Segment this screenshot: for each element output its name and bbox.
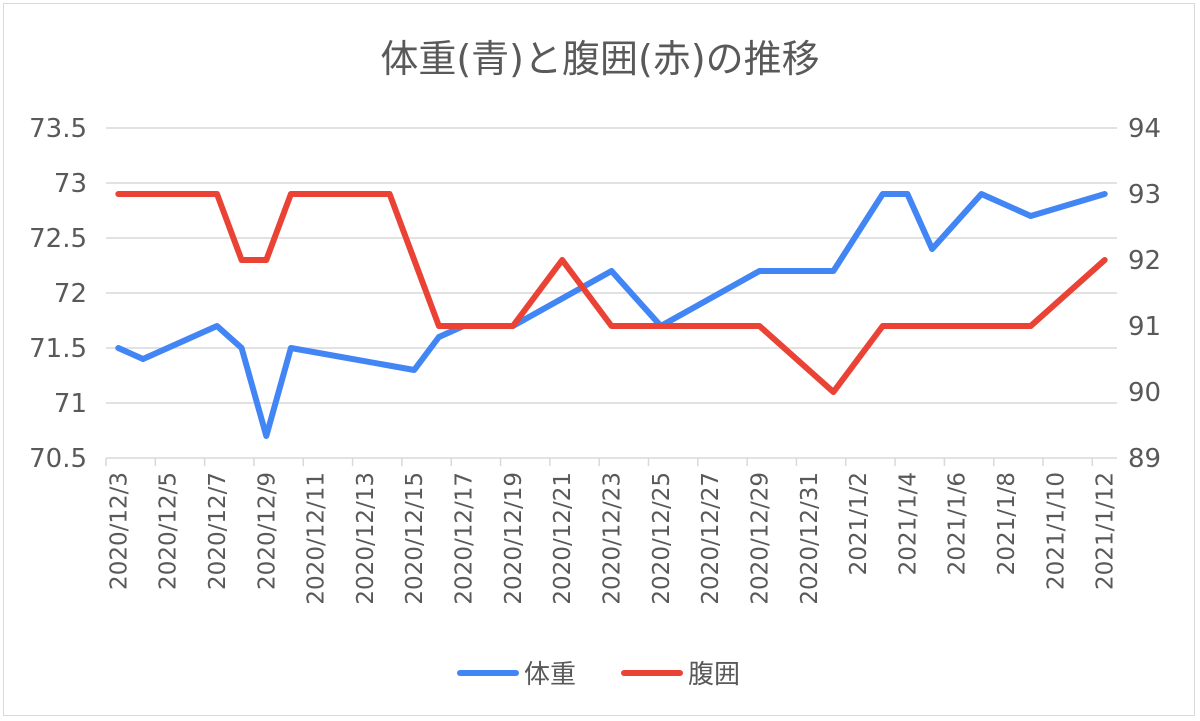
left-tick-label: 71 bbox=[54, 389, 87, 419]
x-tick-label: 2020/12/5 bbox=[156, 472, 182, 590]
x-tick-label: 2020/12/23 bbox=[600, 472, 626, 605]
x-tick-label: 2020/12/7 bbox=[205, 472, 231, 590]
right-tick-label: 91 bbox=[1128, 312, 1161, 342]
x-tick-label: 2020/12/25 bbox=[649, 472, 675, 605]
left-axis-ticks: 70.5 71 71.5 72 72.5 73 73.5 bbox=[29, 114, 87, 474]
series-line-1 bbox=[115, 191, 1108, 395]
x-tick-label: 2020/12/11 bbox=[304, 472, 330, 605]
x-tick-label: 2021/1/10 bbox=[1043, 472, 1069, 590]
legend-label: 体重 bbox=[524, 660, 576, 690]
right-tick-label: 92 bbox=[1128, 246, 1161, 276]
series-line-0 bbox=[115, 191, 1108, 439]
chart-title: 体重(青)と腹囲(赤)の推移 bbox=[380, 37, 819, 81]
left-tick-label: 70.5 bbox=[29, 444, 87, 474]
x-tick-label: 2021/1/2 bbox=[846, 472, 872, 575]
x-tick-label: 2020/12/3 bbox=[106, 472, 132, 590]
x-tick-label: 2020/12/17 bbox=[452, 472, 478, 605]
left-tick-label: 73.5 bbox=[29, 114, 87, 144]
x-tick-label: 2021/1/6 bbox=[945, 472, 971, 575]
left-tick-label: 72.5 bbox=[29, 224, 87, 254]
series-lines bbox=[115, 191, 1108, 439]
x-tick-label: 2021/1/12 bbox=[1093, 472, 1119, 590]
x-tick-label: 2020/12/31 bbox=[797, 472, 823, 605]
x-tick-label: 2020/12/29 bbox=[747, 472, 773, 605]
chart-frame bbox=[3, 3, 1195, 716]
x-tick-label: 2020/12/15 bbox=[402, 472, 428, 605]
right-tick-label: 93 bbox=[1128, 180, 1161, 210]
right-tick-label: 94 bbox=[1128, 114, 1161, 144]
x-tick-label: 2020/12/27 bbox=[698, 472, 724, 605]
right-tick-label: 89 bbox=[1128, 444, 1161, 474]
x-tick-label: 2021/1/4 bbox=[895, 472, 921, 575]
x-tick-label: 2020/12/13 bbox=[353, 472, 379, 605]
x-tick-label: 2021/1/8 bbox=[994, 472, 1020, 575]
legend: 体重 腹囲 bbox=[457, 660, 740, 690]
legend-label: 腹囲 bbox=[688, 660, 740, 690]
x-tick-label: 2020/12/19 bbox=[501, 472, 527, 605]
left-tick-label: 72 bbox=[54, 279, 87, 309]
left-tick-label: 71.5 bbox=[29, 334, 87, 364]
x-tick-label: 2020/12/9 bbox=[254, 472, 280, 590]
left-tick-label: 73 bbox=[54, 169, 87, 199]
x-tick-label: 2020/12/21 bbox=[550, 472, 576, 605]
right-axis-ticks: 89 90 91 92 93 94 bbox=[1128, 114, 1161, 474]
x-axis-ticks: 2020/12/3 2020/12/5 2020/12/7 2020/12/9 2020… bbox=[106, 472, 1118, 605]
right-tick-label: 90 bbox=[1128, 378, 1161, 408]
